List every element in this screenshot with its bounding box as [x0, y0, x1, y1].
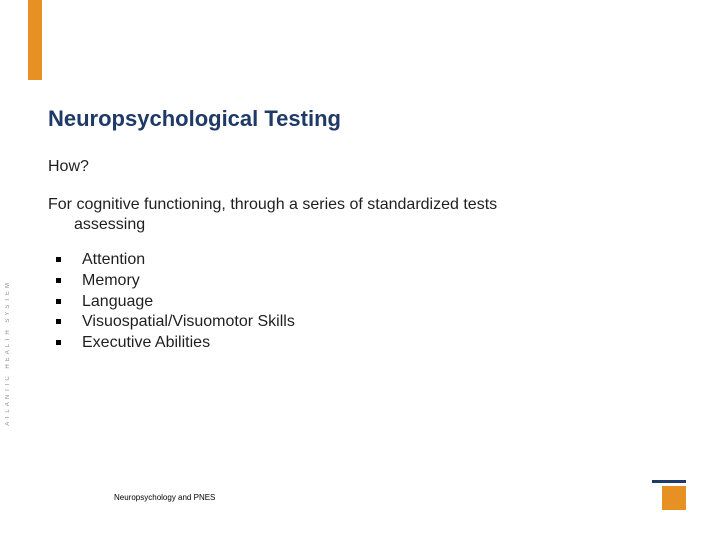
slide-body: For cognitive functioning, through a ser…	[48, 195, 648, 235]
accent-vertical-bar	[28, 0, 42, 80]
list-item: Language	[52, 292, 295, 313]
slide: ATLANTIC HEALTH SYSTEM Neuropsychologica…	[0, 0, 720, 540]
list-item: Memory	[52, 271, 295, 292]
slide-title: Neuropsychological Testing	[48, 106, 341, 132]
list-item: Visuospatial/Visuomotor Skills	[52, 312, 295, 333]
slide-subheading: How?	[48, 158, 89, 176]
body-line-1: For cognitive functioning, through a ser…	[48, 196, 497, 213]
list-item: Executive Abilities	[52, 333, 295, 354]
corner-box	[662, 486, 686, 510]
sidebar-brand-text: ATLANTIC HEALTH SYSTEM	[5, 280, 11, 426]
list-item: Attention	[52, 250, 295, 271]
footer-text: Neuropsychology and PNES	[114, 493, 215, 502]
bullet-list: Attention Memory Language Visuospatial/V…	[52, 250, 295, 354]
body-line-2: assessing	[74, 216, 145, 233]
corner-logo	[652, 480, 686, 510]
corner-line	[652, 480, 686, 483]
